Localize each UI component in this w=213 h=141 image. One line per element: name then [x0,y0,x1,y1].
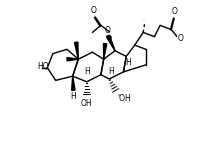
Text: O: O [172,6,178,16]
Text: 'OH: 'OH [117,94,131,103]
Text: O: O [91,6,97,15]
Polygon shape [72,76,75,90]
Text: H: H [125,58,131,67]
Text: OH: OH [81,99,93,108]
Text: O: O [178,34,184,43]
Text: Ḣ: Ḣ [109,67,114,76]
Polygon shape [75,42,78,59]
Text: O: O [104,26,110,35]
Text: HO: HO [37,62,49,71]
Polygon shape [67,58,78,61]
Text: Ḣ: Ḣ [85,67,90,76]
Text: H: H [71,92,76,101]
Polygon shape [106,35,115,51]
Polygon shape [103,44,107,59]
Text: ...: ... [142,18,146,22]
